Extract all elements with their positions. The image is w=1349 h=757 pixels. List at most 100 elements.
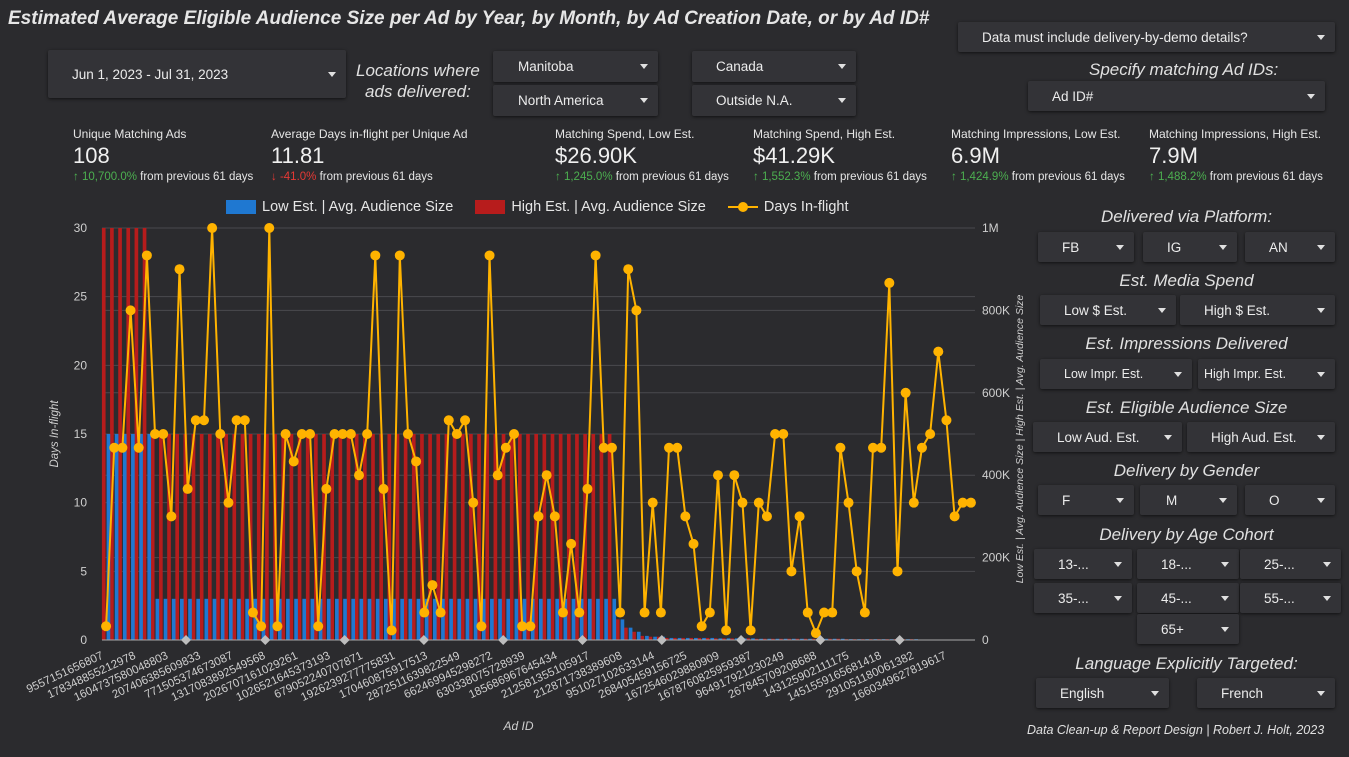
bar-high	[485, 434, 490, 640]
manitoba-filter[interactable]: Manitoba	[493, 51, 658, 82]
legend-low[interactable]: Low Est. | Avg. Audience Size	[226, 199, 453, 215]
chevron-down-icon	[1158, 307, 1166, 313]
gender-f[interactable]: F	[1038, 485, 1134, 515]
chevron-down-icon	[838, 98, 846, 103]
spend-high[interactable]: High $ Est.	[1180, 295, 1335, 325]
age-13[interactable]: 13-...	[1034, 549, 1132, 579]
days-point	[158, 429, 169, 439]
bar-high	[493, 434, 498, 640]
days-point	[680, 511, 691, 522]
bar-high	[444, 434, 449, 640]
axis-marker	[894, 635, 905, 645]
days-point	[753, 497, 764, 508]
ad-id-filter[interactable]: Ad ID#	[1028, 81, 1325, 111]
platform-ig[interactable]: IG	[1143, 232, 1237, 262]
gender-m[interactable]: M	[1140, 485, 1237, 515]
age-25[interactable]: 25-...	[1240, 549, 1341, 579]
bar-high	[762, 638, 767, 640]
days-point	[737, 497, 748, 508]
chevron-down-icon	[1317, 690, 1325, 696]
kpi-impr-low: Matching Impressions, Low Est. 6.9M ↑ 1,…	[951, 127, 1125, 183]
bar-low	[783, 638, 788, 640]
age-65[interactable]: 65+	[1137, 614, 1239, 644]
days-point	[639, 607, 650, 618]
bar-high	[183, 434, 188, 640]
days-point	[411, 456, 422, 467]
days-point	[655, 607, 666, 618]
chevron-down-icon	[1221, 595, 1229, 601]
bar-low	[522, 598, 527, 640]
legend-days[interactable]: Days In-flight	[727, 199, 848, 215]
days-point	[239, 415, 250, 426]
gender-o[interactable]: O	[1245, 485, 1335, 515]
spend-low[interactable]: Low $ Est.	[1040, 295, 1176, 325]
impr-low[interactable]: Low Impr. Est.	[1040, 359, 1192, 389]
impr-high[interactable]: High Impr. Est.	[1198, 359, 1335, 389]
axis-marker	[736, 635, 747, 645]
bar-low	[294, 598, 298, 640]
bar-high	[542, 434, 547, 640]
combo-chart[interactable]: 0510152025300200K400K600K800K1M955715165…	[0, 215, 1040, 745]
bar-low	[383, 598, 388, 640]
platform-fb[interactable]: FB	[1038, 232, 1134, 262]
bar-low	[180, 598, 184, 640]
days-point	[476, 621, 487, 632]
age-35[interactable]: 35-...	[1034, 583, 1132, 613]
left-tick-label: 30	[74, 221, 88, 235]
bar-high	[126, 228, 131, 640]
bar-high	[150, 434, 155, 640]
bar-high	[395, 434, 400, 640]
bar-high	[746, 638, 751, 640]
date-range-picker[interactable]: Jun 1, 2023 - Jul 31, 2023	[48, 50, 346, 98]
axis-marker	[181, 635, 191, 645]
legend-high[interactable]: High Est. | Avg. Audience Size	[475, 199, 706, 215]
days-point	[761, 511, 772, 522]
bar-high	[175, 434, 180, 640]
days-point	[664, 442, 675, 453]
bar-low	[832, 638, 837, 640]
days-point	[949, 511, 960, 522]
chevron-down-icon	[1317, 434, 1325, 440]
platform-an[interactable]: AN	[1245, 232, 1335, 262]
left-tick-label: 5	[80, 564, 87, 578]
canada-filter-label: Canada	[716, 59, 764, 74]
bar-low	[212, 598, 217, 640]
gender-label: Delivery by Gender	[1113, 461, 1260, 480]
axis-marker	[656, 635, 667, 645]
age-55[interactable]: 55-...	[1240, 583, 1341, 613]
days-point	[484, 250, 495, 261]
days-point	[851, 566, 862, 577]
kpi-name: Matching Impressions, High Est.	[1149, 127, 1322, 141]
date-range-value: Jun 1, 2023 - Jul 31, 2023	[72, 66, 229, 82]
bar-high	[550, 434, 555, 640]
bar-low	[612, 598, 617, 640]
days-point	[280, 429, 291, 439]
aud-high[interactable]: High Aud. Est.	[1187, 422, 1335, 452]
delivery-demo-filter[interactable]: Data must include delivery-by-demo detai…	[958, 22, 1335, 52]
bar-high	[207, 434, 212, 640]
chevron-down-icon	[640, 98, 648, 103]
days-point	[247, 607, 258, 618]
outside-na-filter[interactable]: Outside N.A.	[692, 85, 856, 116]
spend-label: Est. Media Spend	[1119, 271, 1254, 290]
days-point	[509, 429, 520, 439]
lang-english[interactable]: English	[1036, 678, 1169, 708]
bar-low	[416, 598, 421, 640]
bar-low	[645, 635, 649, 640]
locations-label: Locations where ads delivered:	[356, 60, 480, 102]
bar-high	[362, 434, 367, 640]
canada-filter[interactable]: Canada	[692, 51, 856, 82]
age-18[interactable]: 18-...	[1137, 549, 1239, 579]
chevron-down-icon	[1317, 244, 1325, 250]
bar-high	[648, 636, 653, 640]
chevron-down-icon	[1116, 497, 1124, 503]
bar-high	[330, 434, 335, 640]
north-america-filter[interactable]: North America	[493, 85, 658, 116]
aud-low[interactable]: Low Aud. Est.	[1033, 422, 1182, 452]
bar-high	[566, 434, 571, 640]
age-45[interactable]: 45-...	[1137, 583, 1239, 613]
days-point	[337, 429, 348, 439]
manitoba-filter-label: Manitoba	[518, 59, 574, 74]
bar-high	[518, 434, 522, 640]
lang-french[interactable]: French	[1197, 678, 1335, 708]
